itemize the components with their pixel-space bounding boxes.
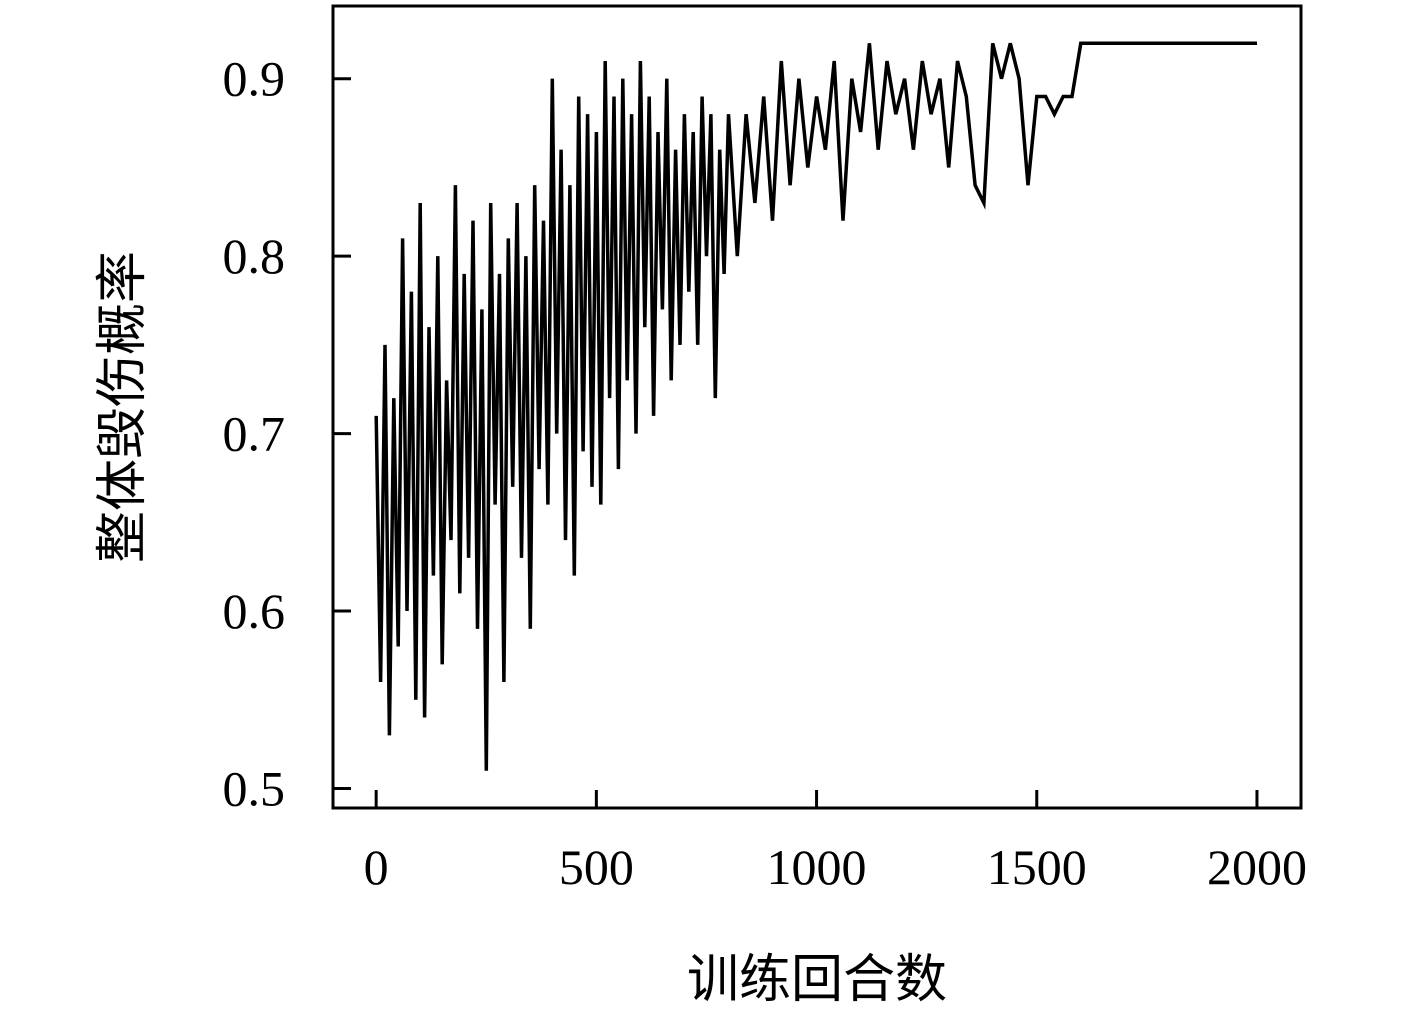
x-axis-label: 训练回合数 — [687, 952, 947, 1009]
x-tick-label: 0 — [364, 839, 389, 895]
y-axis-label: 整体毁伤概率 — [95, 251, 152, 563]
plot-frame — [331, 4, 1303, 810]
y-tick-label: 0.8 — [223, 228, 286, 284]
x-tick-label: 1000 — [767, 839, 867, 895]
x-tick-label: 500 — [559, 839, 634, 895]
y-tick-label: 0.6 — [223, 583, 286, 639]
x-tick-label: 1500 — [987, 839, 1087, 895]
y-tick-label: 0.9 — [223, 51, 286, 107]
data-line — [374, 41, 1257, 771]
y-tick-label: 0.5 — [223, 760, 286, 816]
y-tick-label: 0.7 — [223, 406, 286, 462]
x-tick-label: 2000 — [1207, 839, 1307, 895]
